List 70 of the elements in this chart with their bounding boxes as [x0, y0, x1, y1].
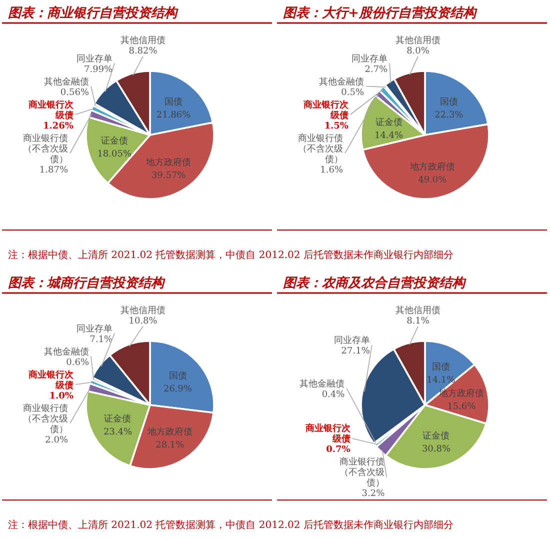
slice-label: 其他金融债 [44, 76, 90, 88]
chart-title: 图表：大行+股份行自营投资结构 [283, 5, 478, 21]
data-label: 10.8% [128, 316, 158, 326]
data-label: 8.0% [406, 46, 430, 56]
data-label: 27.1% [341, 346, 370, 357]
data-label: 7.1% [90, 334, 114, 345]
data-label: 22.3% [434, 110, 464, 121]
data-label: 39.57% [151, 171, 186, 182]
data-label: 23.4% [103, 427, 132, 438]
slice-label: 证金债 [375, 116, 402, 128]
slice-label: 证金债 [100, 135, 128, 146]
slice-label: 证金债 [104, 413, 132, 424]
slice-label: 商业银行次级债 [27, 369, 74, 391]
slice-label: 其他信用债 [396, 304, 441, 316]
slice-label: 商业银行债（不含次级债） [23, 402, 68, 435]
slice-label: 其他金融债 [44, 346, 90, 358]
data-label: 26.9% [163, 384, 193, 394]
chart-title: 图表：城商行自营投资结构 [8, 275, 166, 291]
slice-label: 地方政府债 [408, 161, 455, 172]
data-label: 18.05% [97, 149, 132, 160]
slice-label: 其他金融债 [300, 378, 345, 390]
slice-label: 证金债 [422, 430, 450, 442]
chart-title: 图表：农商及农合自营投资结构 [283, 275, 467, 291]
data-label: 21.86% [156, 110, 192, 120]
data-label: 2.7% [364, 64, 388, 75]
text: 注：根据中债、上清所 2021.02 托管数据测算，中债自 2012.02 后托管数据未作商业银行内部细分 [8, 519, 454, 531]
data-label: 0.6% [66, 358, 90, 368]
slice-label: 地方政府债 [145, 157, 192, 168]
data-label: 1.87% [39, 165, 68, 176]
data-label: 2.0% [45, 435, 68, 446]
data-label: 49.0% [418, 175, 448, 186]
slice-label: 商业银行次级债 [302, 99, 350, 121]
slice-label: 其他信用债 [120, 34, 166, 46]
slice-label: 其他信用债 [396, 34, 441, 46]
slice-label: 同业存单 [334, 335, 370, 346]
slice-label: 同业存单 [76, 323, 113, 334]
data-label: 0.56% [60, 88, 90, 98]
slice-label: 国债 [168, 370, 187, 382]
text: 注：根据中债、上清所 2021.02 托管数据测算，中债自 2012.02 后托管数据未作商业银行内部细分 [8, 249, 454, 261]
slice-label: 地方政府债 [438, 388, 484, 399]
slice-label: 同业存单 [76, 53, 113, 64]
data-label: 0.4% [322, 390, 346, 400]
slice-label: 地方政府债 [146, 426, 192, 438]
chart-title: 图表：商业银行自营投资结构 [8, 5, 179, 21]
data-label: 15.6% [447, 402, 476, 412]
slice-label: 其他金融债 [319, 76, 364, 88]
slice-label: 国债 [440, 96, 458, 108]
slice-label: 其他信用债 [120, 304, 166, 316]
data-label: 0.5% [341, 88, 364, 98]
data-label: 14.4% [374, 130, 404, 141]
slice-label: 商业银行债（不含次级债） [298, 132, 343, 165]
data-label: 1.5% [324, 121, 349, 132]
slice-label: 商业银行债（不含次级债） [23, 132, 68, 165]
slice-label: 国债 [164, 96, 183, 108]
data-label: 28.1% [156, 440, 185, 450]
data-label: 1.26% [42, 121, 74, 132]
slice-label: 商业银行次级债 [27, 99, 74, 121]
slice-label: 商业银行债（不含次级债） [340, 456, 385, 489]
data-label: 7.99% [84, 64, 114, 75]
data-label: 0.7% [326, 445, 351, 456]
data-label: 14.1% [426, 375, 456, 386]
data-label: 1.6% [320, 165, 344, 176]
slice-label: 国债 [432, 361, 450, 372]
data-label: 30.8% [422, 444, 451, 454]
data-label: 8.1% [406, 316, 430, 326]
data-label: 3.2% [362, 489, 386, 500]
data-label: 8.82% [128, 46, 158, 56]
data-label: 1.0% [49, 391, 74, 402]
slice-label: 商业银行次级债 [304, 423, 352, 445]
slice-label: 同业存单 [352, 53, 388, 64]
